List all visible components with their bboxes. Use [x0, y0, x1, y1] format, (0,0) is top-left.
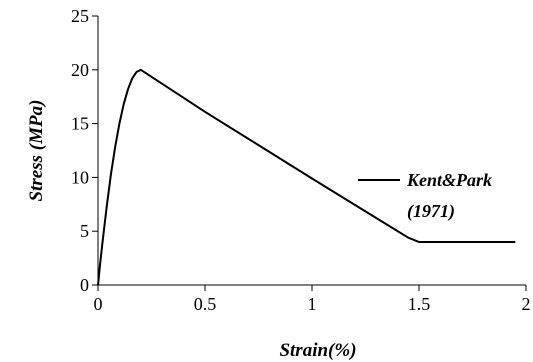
- x-tick-label: 2: [522, 294, 531, 314]
- y-tick-label: 25: [71, 6, 89, 26]
- legend-label-line-2: (1971): [407, 201, 455, 222]
- x-tick-label: 1: [308, 294, 317, 314]
- legend-label-line-1: Kent&Park: [406, 170, 492, 190]
- y-axis-title: Stress (MPa): [26, 100, 47, 202]
- y-tick-label: 0: [80, 275, 89, 295]
- legend: Kent&Park (1971): [358, 170, 492, 222]
- y-axis-ticks: 0 5 10 15 20 25: [71, 6, 98, 295]
- series-layer: [97, 68, 516, 286]
- x-tick-label: 1.5: [408, 294, 431, 314]
- x-axis-title: Strain(%): [279, 340, 356, 361]
- y-tick-label: 5: [80, 221, 89, 241]
- y-tick-label: 20: [71, 60, 89, 80]
- x-tick-label: 0: [94, 294, 103, 314]
- x-tick-label: 0.5: [194, 294, 217, 314]
- y-tick-label: 15: [71, 114, 89, 134]
- y-tick-label: 10: [71, 167, 89, 187]
- x-axis-ticks: 0 0.5 1 1.5 2: [94, 285, 531, 314]
- series-line-kent-park: [97, 68, 516, 286]
